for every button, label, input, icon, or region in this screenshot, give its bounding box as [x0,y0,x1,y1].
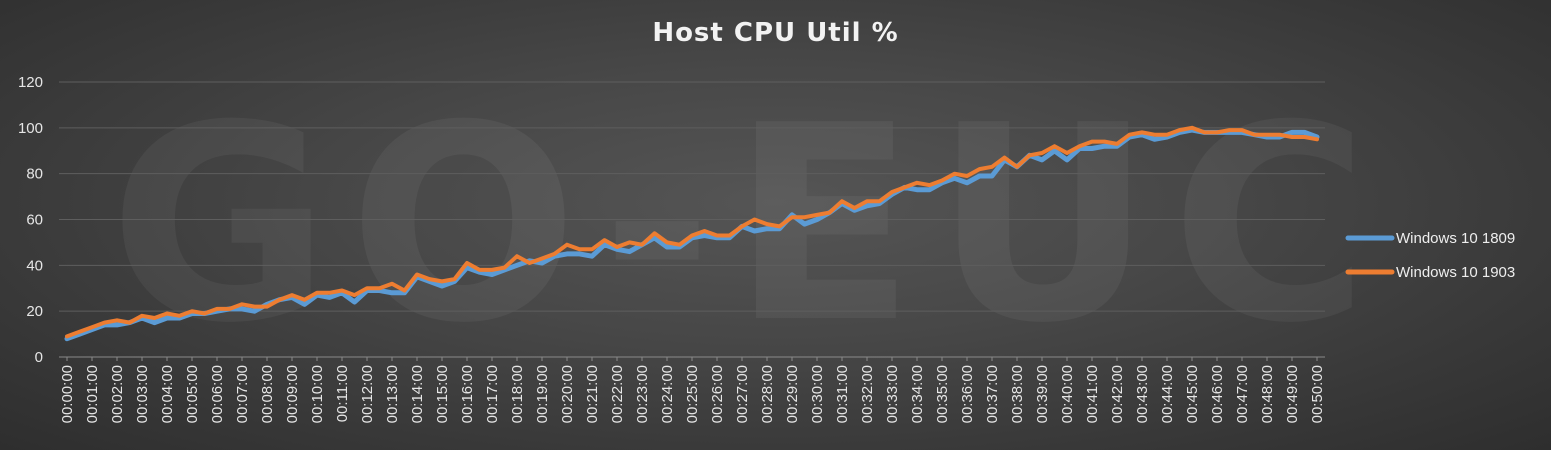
x-tick-label: 00:01:00 [84,365,101,423]
x-tick-label: 00:44:00 [1159,365,1176,423]
x-tick-label: 00:10:00 [309,365,326,423]
watermark-text: GO-EUC [109,67,1387,382]
x-tick-label: 00:11:00 [334,365,351,422]
x-tick-label: 00:00:00 [59,365,76,423]
x-tick-label: 00:24:00 [659,365,676,423]
x-tick-label: 00:15:00 [434,365,451,423]
x-tick-label: 00:33:00 [884,365,901,423]
x-tick-label: 00:04:00 [159,365,176,423]
x-tick-label: 00:17:00 [484,365,501,423]
x-tick-label: 00:35:00 [934,365,951,423]
y-tick-label: 120 [18,74,43,91]
x-tick-label: 00:47:00 [1234,365,1251,423]
chart-title: Host CPU Util % [652,18,899,48]
legend-label-2: Windows 10 1903 [1396,264,1515,281]
x-tick-label: 00:14:00 [409,365,426,423]
x-tick-label: 00:41:00 [1084,365,1101,423]
y-tick-label: 100 [18,120,43,137]
y-tick-label: 80 [26,166,43,183]
x-tick-label: 00:42:00 [1109,365,1126,423]
x-tick-label: 00:05:00 [184,365,201,423]
x-tick-label: 00:12:00 [359,365,376,423]
x-tick-label: 00:09:00 [284,365,301,423]
x-tick-label: 00:27:00 [734,365,751,423]
x-tick-label: 00:22:00 [609,365,626,423]
x-tick-label: 00:29:00 [784,365,801,423]
x-tick-label: 00:19:00 [534,365,551,423]
x-tick-label: 00:34:00 [909,365,926,423]
x-tick-label: 00:25:00 [684,365,701,423]
x-tick-label: 00:02:00 [109,365,126,423]
y-tick-label: 20 [26,303,43,320]
x-tick-label: 00:50:00 [1309,365,1326,423]
x-tick-label: 00:08:00 [259,365,276,423]
y-tick-label: 0 [35,349,43,366]
x-tick-label: 00:49:00 [1284,365,1301,423]
x-tick-label: 00:38:00 [1009,365,1026,423]
x-tick-label: 00:03:00 [134,365,151,423]
x-tick-label: 00:43:00 [1134,365,1151,423]
y-tick-label: 40 [26,257,43,274]
x-tick-label: 00:23:00 [634,365,651,423]
x-tick-label: 00:20:00 [559,365,576,423]
y-tick-label: 60 [26,212,43,229]
x-tick-label: 00:45:00 [1184,365,1201,423]
x-tick-label: 00:13:00 [384,365,401,423]
x-tick-label: 00:48:00 [1259,365,1276,423]
legend-label-1: Windows 10 1809 [1396,230,1515,247]
x-tick-label: 00:06:00 [209,365,226,423]
x-tick-label: 00:46:00 [1209,365,1226,423]
x-tick-label: 00:16:00 [459,365,476,423]
x-tick-label: 00:07:00 [234,365,251,423]
x-tick-label: 00:40:00 [1059,365,1076,423]
x-tick-label: 00:39:00 [1034,365,1051,423]
x-tick-label: 00:37:00 [984,365,1001,423]
series-line-2 [65,125,1319,339]
x-tick-label: 00:32:00 [859,365,876,423]
x-tick-label: 00:18:00 [509,365,526,423]
x-tick-label: 00:36:00 [959,365,976,423]
x-tick-label: 00:28:00 [759,365,776,423]
x-tick-label: 00:26:00 [709,365,726,423]
x-tick-label: 00:21:00 [584,365,601,423]
x-tick-label: 00:31:00 [834,365,851,423]
x-tick-label: 00:30:00 [809,365,826,423]
